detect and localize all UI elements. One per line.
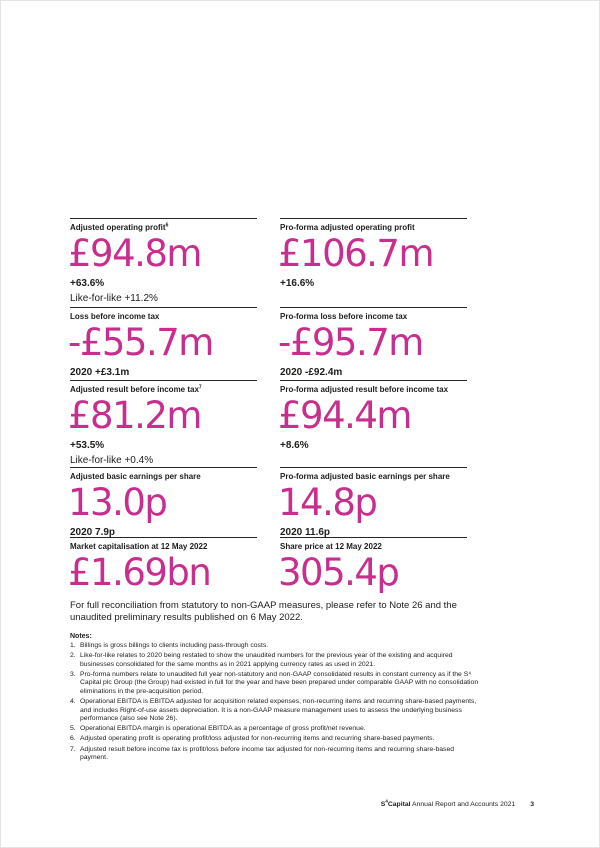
metric-tile-loss-before-income-tax: Loss before income tax -£55.7m 2020 +£3.… [68,307,257,380]
metric-label-text: Share price at 12 May 2022 [280,542,382,551]
metric-label: Market capitalisation at 12 May 2022 [70,542,257,552]
note-item: Pro-forma numbers relate to unaudited fu… [70,670,479,695]
metric-label-text: Pro-forma loss before income tax [280,312,408,321]
metric-value: £1.69bn [68,551,212,594]
note-item: Like-for-like relates to 2020 being rest… [70,652,453,668]
metric-value: -£95.7m [278,321,424,364]
metric-value: £94.4m [278,394,412,437]
metric-label: Adjusted basic earnings per share [70,472,257,482]
metric-tile-share-price: Share price at 12 May 2022 305.4p [278,537,467,595]
metric-value: £94.8m [68,232,202,275]
metric-label: Adjusted result before income tax7 [70,385,257,395]
metric-value: 305.4p [278,551,400,594]
metric-change: +16.6% [280,278,315,289]
metric-label: Pro-forma adjusted result before income … [280,385,467,395]
metric-tile-proforma-adjusted-operating-profit: Pro-forma adjusted operating profit £106… [278,218,467,307]
metric-change: +53.5% [70,440,105,451]
metric-label: Adjusted operating profit6 [70,223,257,233]
notes-heading: Notes: [70,633,92,640]
note-item: Operational EBITDA margin is operational… [70,725,366,733]
metric-value: £81.2m [68,394,202,437]
metrics-grid: Adjusted operating profit6 £94.8m +63.6%… [68,218,467,595]
metric-tile-adjusted-operating-profit: Adjusted operating profit6 £94.8m +63.6%… [68,218,257,307]
metric-change: +63.6% [70,278,105,289]
metric-label-footnote: 6 [165,222,169,229]
page-number: 3 [530,801,534,808]
note-item: Billings is gross billings to clients in… [70,642,269,650]
metric-label-text: Adjusted result before income tax [70,385,199,394]
metric-label: Loss before income tax [70,312,257,322]
metric-comparative: Like-for-like +11.2% [70,292,158,304]
metric-tile-adjusted-basic-eps: Adjusted basic earnings per share 13.0p … [68,467,257,538]
metric-label: Pro-forma adjusted operating profit [280,223,467,233]
metric-value: 13.0p [68,481,168,524]
metric-label: Share price at 12 May 2022 [280,542,467,552]
reconciliation-note: For full reconciliation from statutory t… [70,600,457,623]
note-item: Adjusted operating profit is operating p… [70,735,435,743]
metric-label-text: Loss before income tax [70,312,160,321]
metric-tile-market-capitalisation: Market capitalisation at 12 May 2022 £1.… [68,537,257,595]
metric-label: Pro-forma loss before income tax [280,312,467,322]
metric-value: -£55.7m [68,321,214,364]
metric-value: 14.8p [278,481,378,524]
metric-tile-adjusted-result-before-income-tax: Adjusted result before income tax7 £81.2… [68,380,257,467]
page-footer: S4Capital Annual Report and Accounts 202… [0,798,600,808]
metric-change: 2020 +£3.1m [70,367,130,378]
metric-change: 2020 11.6p [280,527,331,538]
metric-label-text: Market capitalisation at 12 May 2022 [70,542,208,551]
metric-comparative: Like-for-like +0.4% [70,454,154,466]
metric-label-text: Pro-forma adjusted basic earnings per sh… [280,472,450,481]
notes-list: Billings is gross billings to clients in… [70,642,482,763]
metric-label: Pro-forma adjusted basic earnings per sh… [280,472,467,482]
metric-tile-proforma-adjusted-basic-eps: Pro-forma adjusted basic earnings per sh… [278,467,467,538]
metric-label-footnote: 7 [198,384,202,391]
metric-change: +8.6% [280,440,309,451]
metric-label-text: Adjusted basic earnings per share [70,472,201,481]
metric-value: £106.7m [278,232,435,275]
metric-change: 2020 -£92.4m [280,367,343,378]
metric-label-text: Pro-forma adjusted result before income … [280,385,449,394]
page-content: Adjusted operating profit6 £94.8m +63.6%… [68,218,478,764]
footer-report-title: S4Capital Annual Report and Accounts 202… [380,798,516,808]
metric-tile-proforma-loss-before-income-tax: Pro-forma loss before income tax -£95.7m… [278,307,467,380]
metric-change: 2020 7.9p [70,527,116,538]
note-item: Operational EBITDA is EBITDA adjusted fo… [70,698,477,723]
brand-logo-text: S4Capital [380,798,411,808]
metric-tile-proforma-adjusted-result-before-income-tax: Pro-forma adjusted result before income … [278,380,467,467]
metric-label-text: Adjusted operating profit [70,223,166,232]
note-item: Adjusted result before income tax is pro… [70,745,455,762]
metric-label-text: Pro-forma adjusted operating profit [280,223,415,232]
